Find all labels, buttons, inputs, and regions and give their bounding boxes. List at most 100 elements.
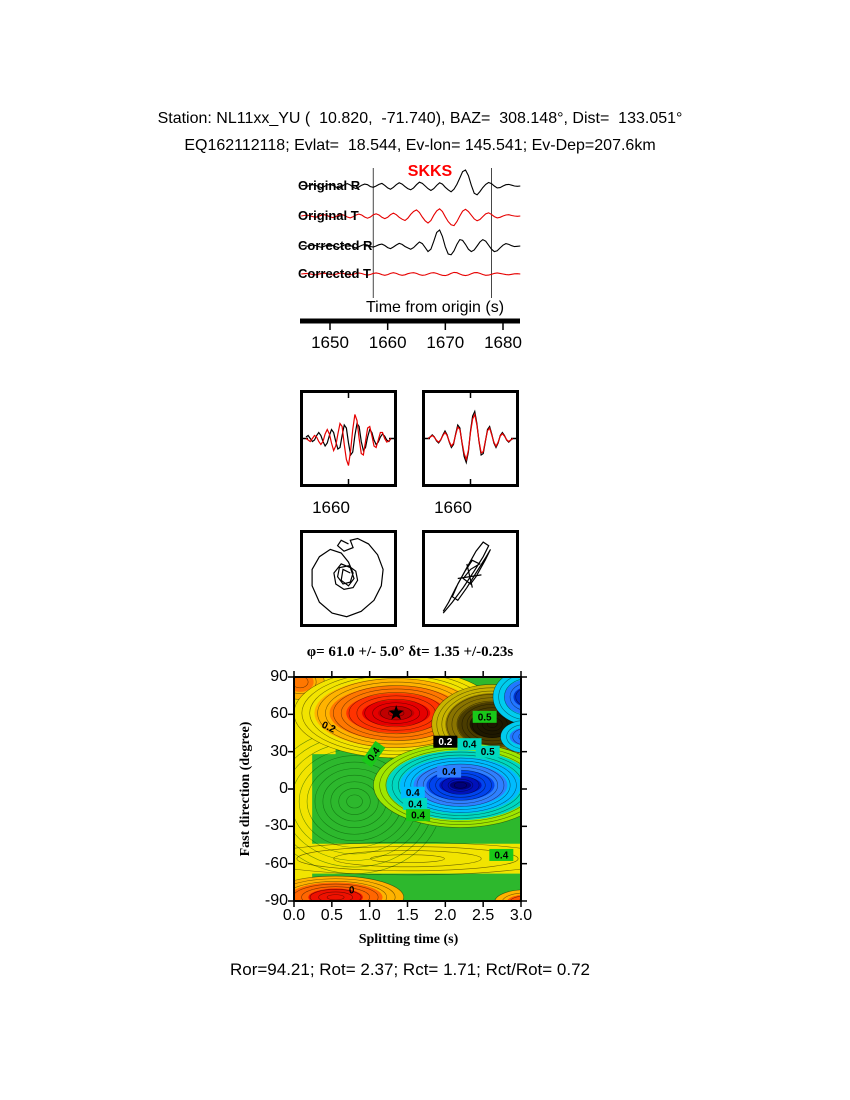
contour-label-text: 0.4 bbox=[411, 811, 425, 822]
contour-label-box bbox=[489, 848, 514, 861]
contour-ring bbox=[492, 677, 521, 725]
contour-label-text: 0.4 bbox=[406, 788, 420, 799]
window-trace-t bbox=[427, 412, 514, 462]
contour-ring bbox=[453, 781, 467, 789]
contour-label: 0.4 bbox=[489, 848, 514, 861]
y-tick-label: -90 bbox=[264, 892, 288, 909]
contour-ring bbox=[410, 760, 511, 810]
window-left-tick-label: 1660 bbox=[312, 498, 350, 517]
trace-label: Original R bbox=[298, 178, 361, 193]
contour-ring bbox=[506, 724, 521, 749]
splitting-result-title: φ= 61.0 +/- 5.0° δt= 1.35 +/-0.23s bbox=[306, 644, 514, 660]
contour-label-box bbox=[406, 809, 431, 822]
contour-label-text: 0.5 bbox=[481, 747, 495, 758]
x-axis-label: Splitting time (s) bbox=[358, 932, 459, 947]
contour-ring bbox=[447, 778, 474, 792]
contour-ring bbox=[294, 881, 387, 901]
contour-ring bbox=[398, 754, 521, 816]
contour-ring bbox=[391, 751, 521, 819]
contour-label-box bbox=[400, 786, 425, 799]
y-tick-label: 0 bbox=[279, 780, 288, 797]
particle-motion-box-right bbox=[422, 530, 519, 627]
contour-label: 0 bbox=[348, 885, 357, 897]
contour-ring bbox=[364, 699, 428, 728]
particle-motion-path bbox=[442, 541, 492, 614]
contour-label: 0.2 bbox=[433, 735, 458, 748]
contour-label: 0.5 bbox=[472, 710, 497, 723]
contour-label-box bbox=[475, 745, 500, 758]
contour-ring bbox=[301, 886, 370, 901]
contour-label: 0.4 bbox=[437, 765, 462, 778]
contour-ring bbox=[333, 850, 482, 868]
station-header-line: Station: NL11xx_YU ( 10.820, -71.740), B… bbox=[157, 110, 683, 127]
contour-ring bbox=[294, 878, 396, 901]
contour-ring bbox=[296, 846, 519, 872]
contour-ring bbox=[518, 733, 521, 741]
contour-label: 0.4 bbox=[400, 786, 425, 799]
best-fit-star bbox=[388, 705, 404, 720]
contour-label-text: 0.2 bbox=[438, 737, 452, 748]
contour-label-box bbox=[472, 710, 497, 723]
contour-ring bbox=[338, 788, 371, 815]
contour-label: 0.4 bbox=[457, 738, 482, 751]
x-tick-label: 2.0 bbox=[434, 907, 457, 924]
particle-motion-box-left bbox=[300, 530, 397, 627]
contour-ring bbox=[521, 692, 532, 701]
y-tick-label: 90 bbox=[270, 668, 288, 685]
y-tick-label: 60 bbox=[270, 705, 288, 723]
event-header-line: EQ162112118; Evlat= 18.544, Ev-lon= 145.… bbox=[184, 137, 656, 154]
contour-label-text: 0.2 bbox=[320, 720, 338, 736]
contour-ring bbox=[372, 702, 421, 724]
trace-corrected-r bbox=[301, 229, 521, 256]
contour-ring bbox=[294, 875, 404, 901]
trace-original-t bbox=[301, 208, 521, 227]
y-tick-label: -60 bbox=[264, 854, 288, 872]
time-tick-label: 1650 bbox=[311, 333, 349, 352]
contour-fill bbox=[504, 680, 521, 714]
contour-ring bbox=[309, 889, 362, 901]
contour-ring bbox=[500, 720, 521, 754]
trace-corrected-t bbox=[301, 271, 521, 277]
statistics-footer: Ror=94.21; Rot= 2.37; Rct= 1.71; Rct/Rot… bbox=[229, 960, 591, 979]
contour-ring bbox=[512, 728, 521, 745]
x-tick-label: 1.5 bbox=[396, 907, 419, 924]
x-tick-label: 0.5 bbox=[320, 907, 343, 924]
pmL-plot bbox=[311, 537, 384, 618]
contour-ring bbox=[504, 679, 521, 715]
contour-label: 0.4 bbox=[403, 797, 428, 810]
y-tick-label: -30 bbox=[264, 817, 288, 835]
contour-ring bbox=[330, 781, 379, 822]
time-tick-label: 1670 bbox=[426, 333, 464, 352]
trace-original-r bbox=[301, 169, 521, 196]
contour-label: 0.5 bbox=[475, 745, 500, 758]
y-axis-label: Fast direction (degree) bbox=[238, 721, 253, 857]
trace-label: Corrected R bbox=[298, 238, 373, 253]
waveform-panel: SKKS Original R Original T Corrected R Corre… bbox=[290, 160, 535, 365]
pmR-plot bbox=[442, 541, 492, 614]
contour-ring bbox=[404, 757, 517, 813]
particle-motion-segment bbox=[466, 563, 473, 588]
contour-ring bbox=[416, 763, 505, 807]
contour-label-text: 0.5 bbox=[478, 712, 492, 723]
contour-ring bbox=[318, 891, 353, 901]
contour-ring bbox=[498, 677, 521, 720]
x-tick-label: 2.5 bbox=[472, 907, 495, 924]
contour-label-box bbox=[437, 765, 462, 778]
waveform-plot: SKKS Original R Original T Corrected R Corre… bbox=[298, 163, 522, 352]
window-trace-box-right bbox=[422, 390, 519, 487]
contour-label-box bbox=[457, 738, 482, 751]
contour-fill bbox=[294, 677, 314, 692]
contour-ring bbox=[509, 683, 521, 711]
phase-label: SKKS bbox=[408, 163, 453, 180]
x-tick-label: 1.0 bbox=[358, 907, 381, 924]
window-trace-box-left bbox=[300, 390, 397, 487]
contour-ring bbox=[370, 854, 445, 864]
misfit-map-svg: 0.20.40.20.50.40.50.40.40.40.40.40 bbox=[288, 671, 527, 907]
winL-plot bbox=[303, 393, 394, 484]
contour-label-box bbox=[433, 735, 458, 748]
contour-label: 0.4 bbox=[406, 809, 431, 822]
time-axis-label: Time from origin (s) bbox=[366, 299, 504, 316]
contour-ring bbox=[461, 704, 521, 745]
y-tick-label: 30 bbox=[270, 742, 288, 760]
